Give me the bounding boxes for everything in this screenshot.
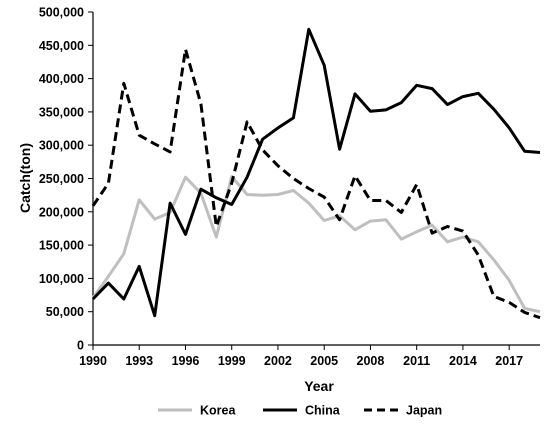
series-line-china [91, 27, 541, 318]
x-tick-label: 2005 [310, 354, 338, 368]
series-line-korea [91, 175, 541, 314]
y-tick-label: 100,000 [39, 272, 84, 286]
x-tick-label: 2014 [449, 354, 477, 368]
y-tick-label: 300,000 [39, 139, 84, 153]
x-axis-title: Year [304, 378, 334, 394]
legend: Korea China Japan [158, 404, 442, 418]
axes [92, 12, 540, 346]
y-tick-label: 150,000 [39, 239, 84, 253]
y-tick-label: 250,000 [39, 172, 84, 186]
y-axis-title: Catch(ton) [17, 143, 33, 213]
x-tick-label: 2017 [495, 354, 523, 368]
series-lines [91, 27, 541, 320]
x-tick-label: 1999 [218, 354, 246, 368]
x-tick-label: 2008 [357, 354, 385, 368]
series-line-japan [91, 47, 541, 320]
y-tick-label: 200,000 [39, 205, 84, 219]
x-tick-label: 1996 [172, 354, 200, 368]
x-tick-label: 1993 [125, 354, 153, 368]
y-tick-label: 0 [77, 339, 84, 353]
legend-label-korea: Korea [200, 404, 236, 418]
y-tick-label: 350,000 [39, 105, 84, 119]
legend-label-china: China [305, 404, 341, 418]
legend-label-japan: Japan [406, 404, 442, 418]
x-tick-label: 2002 [264, 354, 292, 368]
y-tick-label: 400,000 [39, 72, 84, 86]
y-tick-label: 500,000 [39, 6, 84, 20]
y-tick-label: 450,000 [39, 39, 84, 53]
x-tick-label: 2011 [403, 354, 430, 368]
x-tick-label: 1990 [79, 354, 107, 368]
ticks: 0 50,000 100,000 150,000 200,000 250,000 300,0… [39, 6, 523, 369]
y-tick-label: 50,000 [46, 305, 84, 319]
